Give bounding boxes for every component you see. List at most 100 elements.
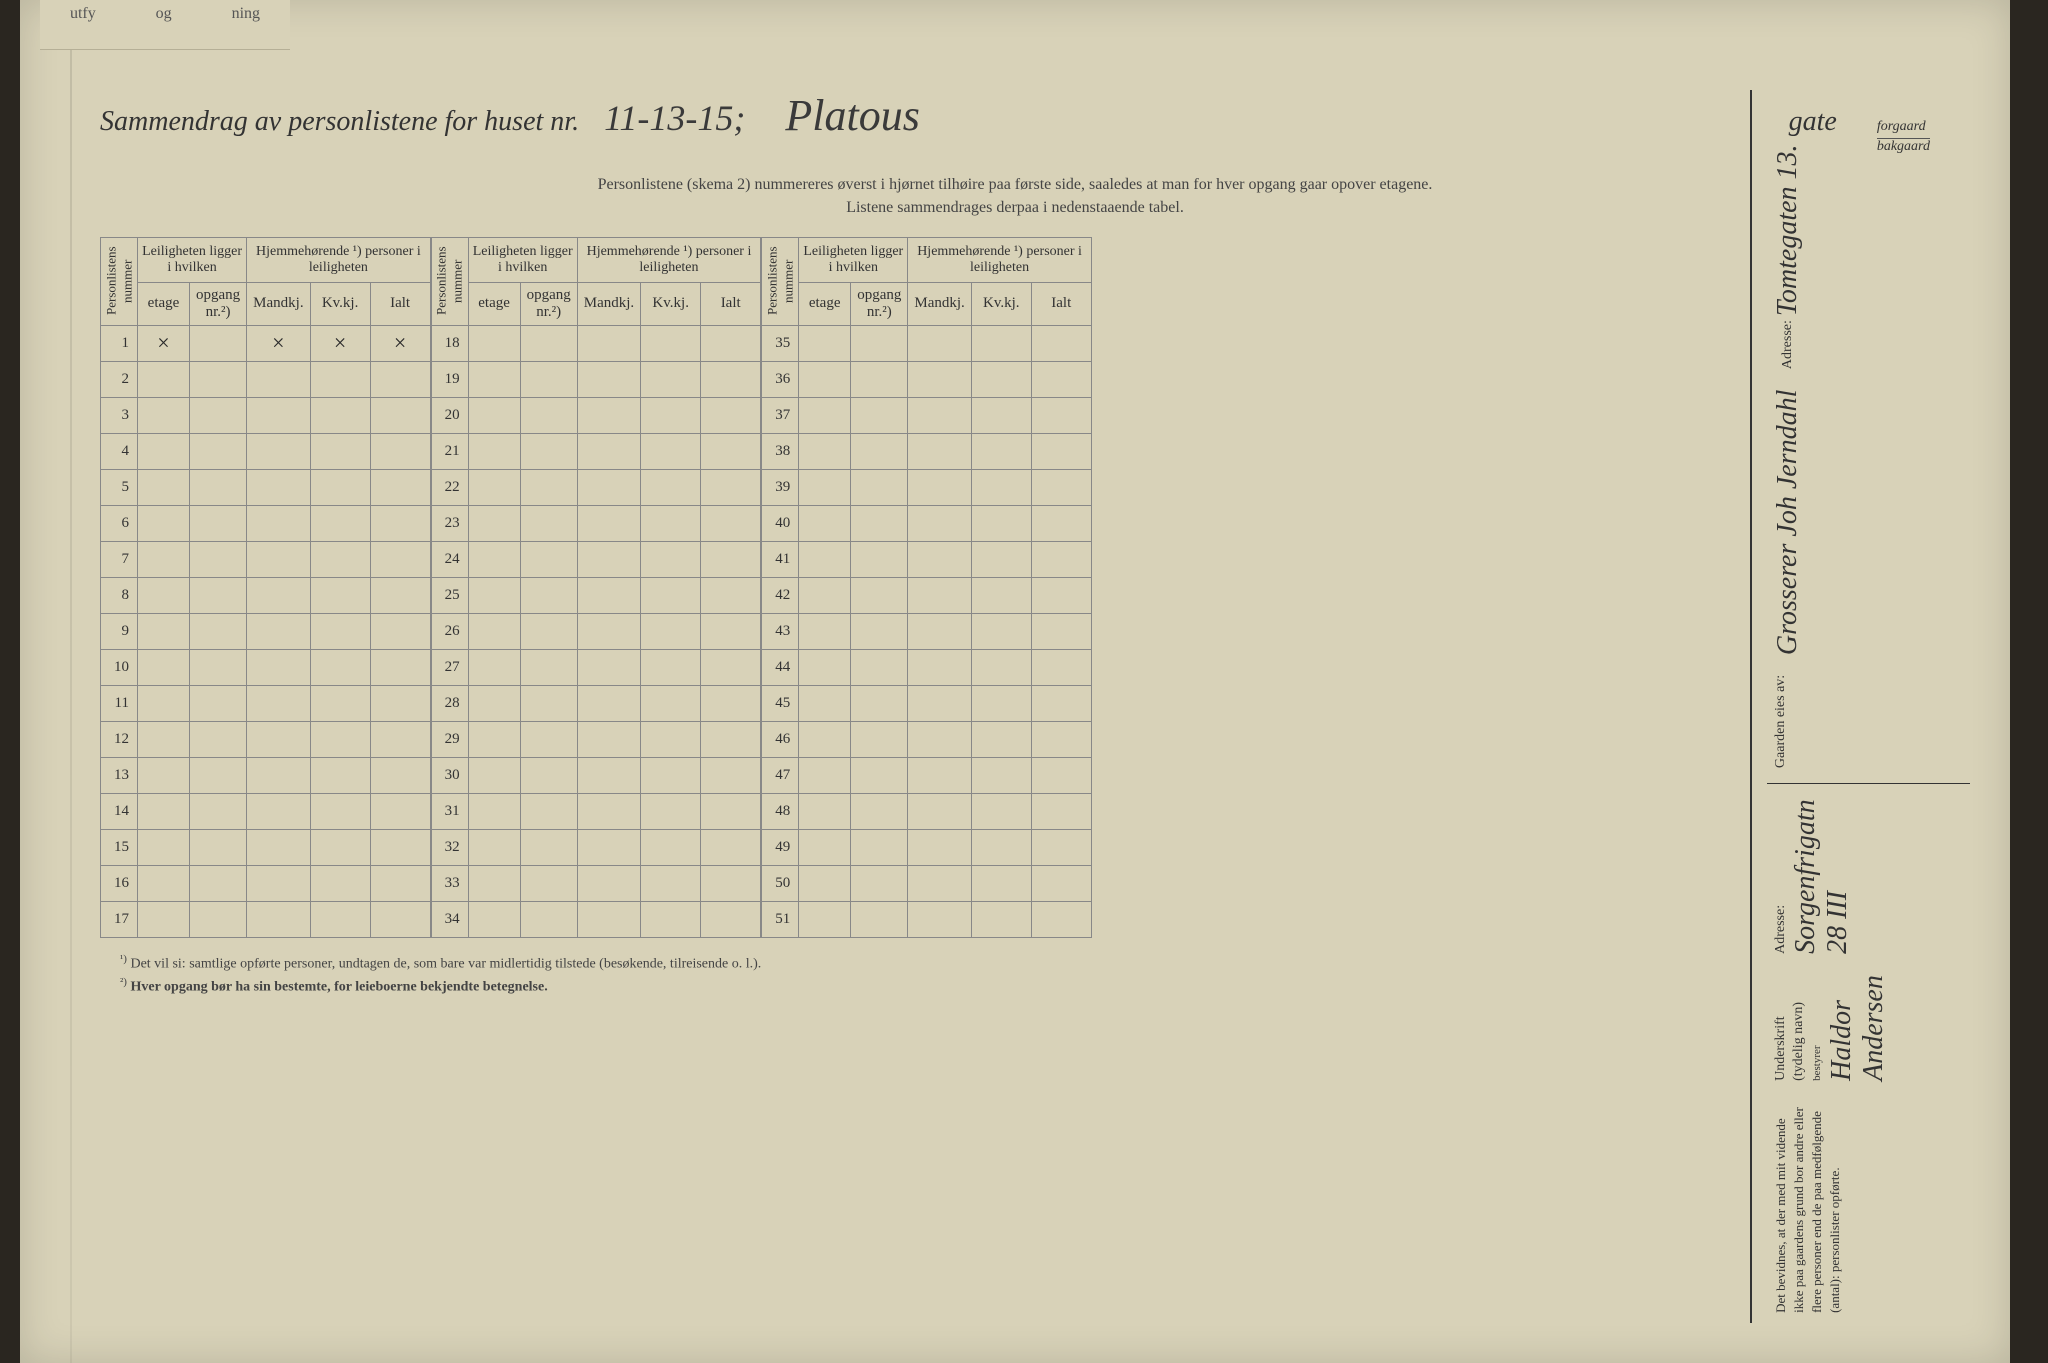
table-cell	[468, 361, 520, 397]
table-cell	[370, 901, 430, 937]
table-row: 30	[431, 757, 761, 793]
table-cell	[577, 685, 640, 721]
row-number: 17	[101, 901, 138, 937]
table-cell	[701, 361, 761, 397]
table-cell	[641, 793, 701, 829]
table-cell	[577, 469, 640, 505]
cross-mark: ×	[272, 330, 284, 355]
table-row: 33	[431, 865, 761, 901]
col-mandkj-2: Mandkj.	[577, 282, 640, 325]
row-number: 31	[431, 793, 468, 829]
table-cell	[247, 649, 310, 685]
table-cell	[520, 649, 577, 685]
table-cell	[190, 325, 247, 361]
table-cell	[310, 685, 370, 721]
table-cell	[247, 829, 310, 865]
cross-mark: ×	[157, 330, 169, 355]
table-cell	[310, 865, 370, 901]
table-row: 45	[762, 685, 1092, 721]
table-cell	[701, 613, 761, 649]
table-cell	[247, 469, 310, 505]
table-cell	[520, 469, 577, 505]
table-row: 40	[762, 505, 1092, 541]
row-number: 10	[101, 649, 138, 685]
table-cell	[468, 505, 520, 541]
table-cell	[641, 685, 701, 721]
row-number: 49	[762, 829, 799, 865]
table-cell	[1031, 721, 1091, 757]
table-row: 35	[762, 325, 1092, 361]
table-cell	[138, 685, 190, 721]
table-cell	[851, 613, 908, 649]
table-cell	[247, 613, 310, 649]
col-header-hjemmehorende-1: Hjemmehørende ¹) personer i leiligheten	[247, 237, 430, 282]
table-cell	[799, 325, 851, 361]
table-cell	[520, 757, 577, 793]
table-cell	[520, 325, 577, 361]
row-number: 45	[762, 685, 799, 721]
sig-address: Sorgenfrigatn 28 III	[1790, 799, 1853, 954]
table-cell	[1031, 577, 1091, 613]
table-cell	[468, 469, 520, 505]
row-number: 23	[431, 505, 468, 541]
declaration-text: Det bevidnes, at der med mit vidende ikk…	[1773, 1107, 1842, 1313]
table-cell	[310, 361, 370, 397]
table-cell	[799, 901, 851, 937]
table-row: 32	[431, 829, 761, 865]
col-opgang-1: opgang nr.²)	[190, 282, 247, 325]
gaarden-label: Gaarden eies av:	[1773, 675, 1788, 768]
table-cell	[701, 793, 761, 829]
table-cell	[908, 541, 971, 577]
table-cell	[908, 793, 971, 829]
signature: Haldor Andersen	[1826, 975, 1889, 1081]
table-cell	[190, 901, 247, 937]
table-cell	[247, 505, 310, 541]
subtitle-1: Personlistene (skema 2) nummereres øvers…	[100, 176, 1930, 194]
row-number: 11	[101, 685, 138, 721]
table-cell	[138, 865, 190, 901]
row-number: 37	[762, 397, 799, 433]
row-number: 50	[762, 865, 799, 901]
table-row: 26	[431, 613, 761, 649]
table-cell	[190, 649, 247, 685]
table-cell	[520, 505, 577, 541]
table-cell	[138, 361, 190, 397]
row-number: 29	[431, 721, 468, 757]
table-cell	[799, 469, 851, 505]
table-cell	[468, 685, 520, 721]
table-cell	[799, 613, 851, 649]
table-cell	[577, 541, 640, 577]
table-cell	[971, 901, 1031, 937]
fold-line	[70, 50, 72, 1363]
table-cell	[701, 505, 761, 541]
table-cell	[701, 397, 761, 433]
row-number: 34	[431, 901, 468, 937]
table-cell	[310, 433, 370, 469]
sig-address-label: Adresse:	[1773, 905, 1788, 954]
table-cell	[577, 649, 640, 685]
table-cell	[190, 361, 247, 397]
table-row: 27	[431, 649, 761, 685]
table-cell	[190, 577, 247, 613]
row-number: 40	[762, 505, 799, 541]
table-cell	[799, 397, 851, 433]
table-row: 51	[762, 901, 1092, 937]
table-cell	[520, 829, 577, 865]
table-cell	[641, 865, 701, 901]
title-line: Sammendrag av personlistene for huset nr…	[100, 90, 1930, 156]
table-cell	[577, 433, 640, 469]
table-cell	[468, 433, 520, 469]
table-cell	[1031, 865, 1091, 901]
sidebar-divider	[1767, 783, 1970, 784]
row-number: 25	[431, 577, 468, 613]
owner-address: Tomtegaten 13.	[1772, 145, 1803, 317]
row-number: 26	[431, 613, 468, 649]
table-cell	[138, 721, 190, 757]
row-number: 8	[101, 577, 138, 613]
table-cell	[851, 577, 908, 613]
table-cell	[908, 901, 971, 937]
table-cell	[190, 721, 247, 757]
table-row: 6	[101, 505, 431, 541]
table-cell	[520, 685, 577, 721]
table-cell	[641, 469, 701, 505]
